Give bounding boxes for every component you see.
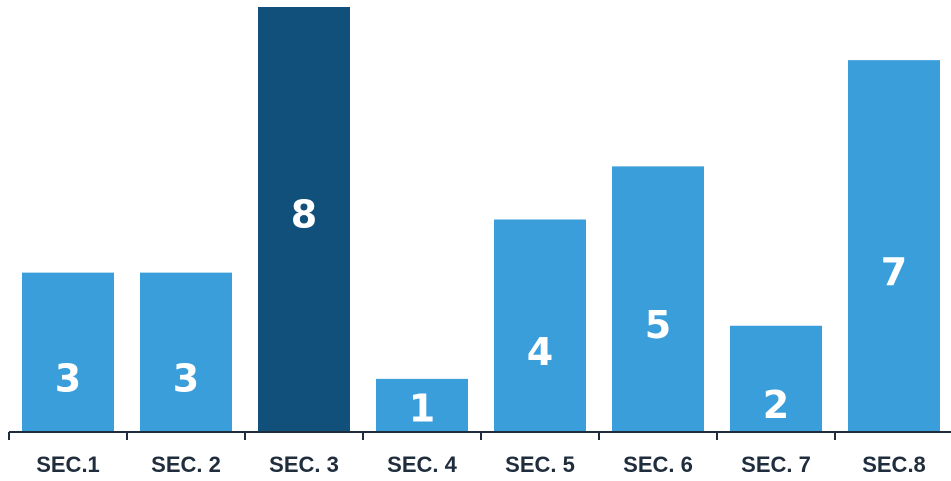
x-tick-labels: SEC.1 SEC. 2 SEC. 3 SEC. 4 SEC. 5 SEC. 6 SEC. … — [36, 452, 926, 477]
bar-value-label-1: 3 — [55, 356, 81, 400]
bar-4 — [376, 378, 468, 432]
bar-2 — [140, 272, 232, 432]
x-axis — [8, 431, 951, 440]
bar-value-label-7: 2 — [763, 383, 789, 427]
bars-layer: 3 3 8 1 4 5 2 7 — [22, 7, 940, 432]
bar-value-label-5: 4 — [527, 330, 553, 374]
bar-value-label-3: 8 — [291, 193, 317, 237]
x-tick-label-5: SEC. 5 — [505, 452, 575, 477]
bar-6 — [612, 166, 704, 432]
bar-5 — [494, 219, 586, 432]
bar-value-label-8: 7 — [881, 250, 907, 294]
bar-1 — [22, 272, 114, 432]
bar-7 — [730, 325, 822, 432]
bar-value-label-4: 1 — [409, 386, 435, 430]
x-tick-label-1: SEC.1 — [36, 452, 100, 477]
bar-3 — [258, 7, 350, 432]
x-tick-label-4: SEC. 4 — [387, 452, 457, 477]
x-tick-label-2: SEC. 2 — [151, 452, 221, 477]
x-tick-label-6: SEC. 6 — [623, 452, 693, 477]
bar-8 — [848, 60, 940, 432]
x-tick-label-7: SEC. 7 — [741, 452, 811, 477]
bar-value-label-2: 3 — [173, 356, 199, 400]
x-tick-label-3: SEC. 3 — [269, 452, 339, 477]
bar-value-label-6: 5 — [645, 303, 671, 347]
x-tick-label-8: SEC.8 — [862, 452, 926, 477]
